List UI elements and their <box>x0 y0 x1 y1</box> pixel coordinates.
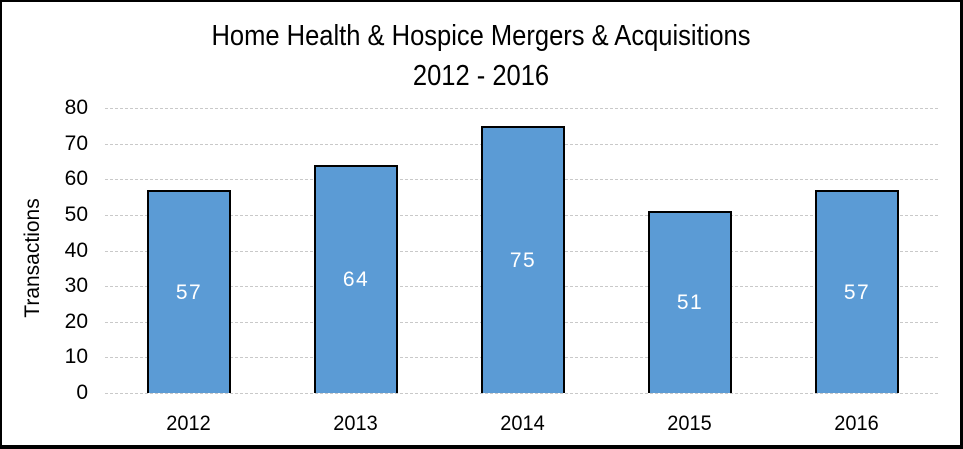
bar-2014: 75 <box>481 126 565 393</box>
bar-data-label-2013: 64 <box>342 268 370 291</box>
x-tick-label-2015: 2015 <box>667 412 712 435</box>
bar-2016: 57 <box>815 190 899 393</box>
bar-2013: 64 <box>314 165 398 393</box>
x-tick-label-2013: 2013 <box>333 412 378 435</box>
chart-title-line1: Home Health & Hospice Mergers & Acquisit… <box>211 20 751 52</box>
y-tick-label-0: 0 <box>76 381 88 404</box>
y-tick-label-50: 50 <box>64 202 88 226</box>
bar-2015: 51 <box>648 211 732 393</box>
bar-data-label-2016: 57 <box>843 280 871 304</box>
y-tick-label-60: 60 <box>64 167 88 191</box>
bar-2012: 57 <box>147 190 231 393</box>
y-tick-label-70: 70 <box>64 131 88 155</box>
bar-data-label-2014: 75 <box>509 248 537 272</box>
gridline-y80 <box>105 108 940 109</box>
x-tick-label-2014: 2014 <box>500 412 545 435</box>
y-tick-label-30: 30 <box>64 274 88 298</box>
y-tick-label-40: 40 <box>64 238 88 262</box>
bar-data-label-2012: 57 <box>175 280 203 304</box>
x-tick-label-2012: 2012 <box>166 412 211 435</box>
y-tick-label-10: 10 <box>64 345 88 369</box>
chart-title-line2: 2012 - 2016 <box>412 60 550 92</box>
y-tick-label-20: 20 <box>64 309 88 333</box>
chart-title: Home Health & Hospice Mergers & Acquisit… <box>59 16 902 96</box>
y-tick-label-80: 80 <box>64 96 88 119</box>
bar-data-label-2015: 51 <box>676 291 704 314</box>
gridline-y0 <box>105 393 940 394</box>
x-tick-label-2016: 2016 <box>834 412 879 435</box>
plot-area: 57 64 75 51 57 <box>105 108 940 394</box>
